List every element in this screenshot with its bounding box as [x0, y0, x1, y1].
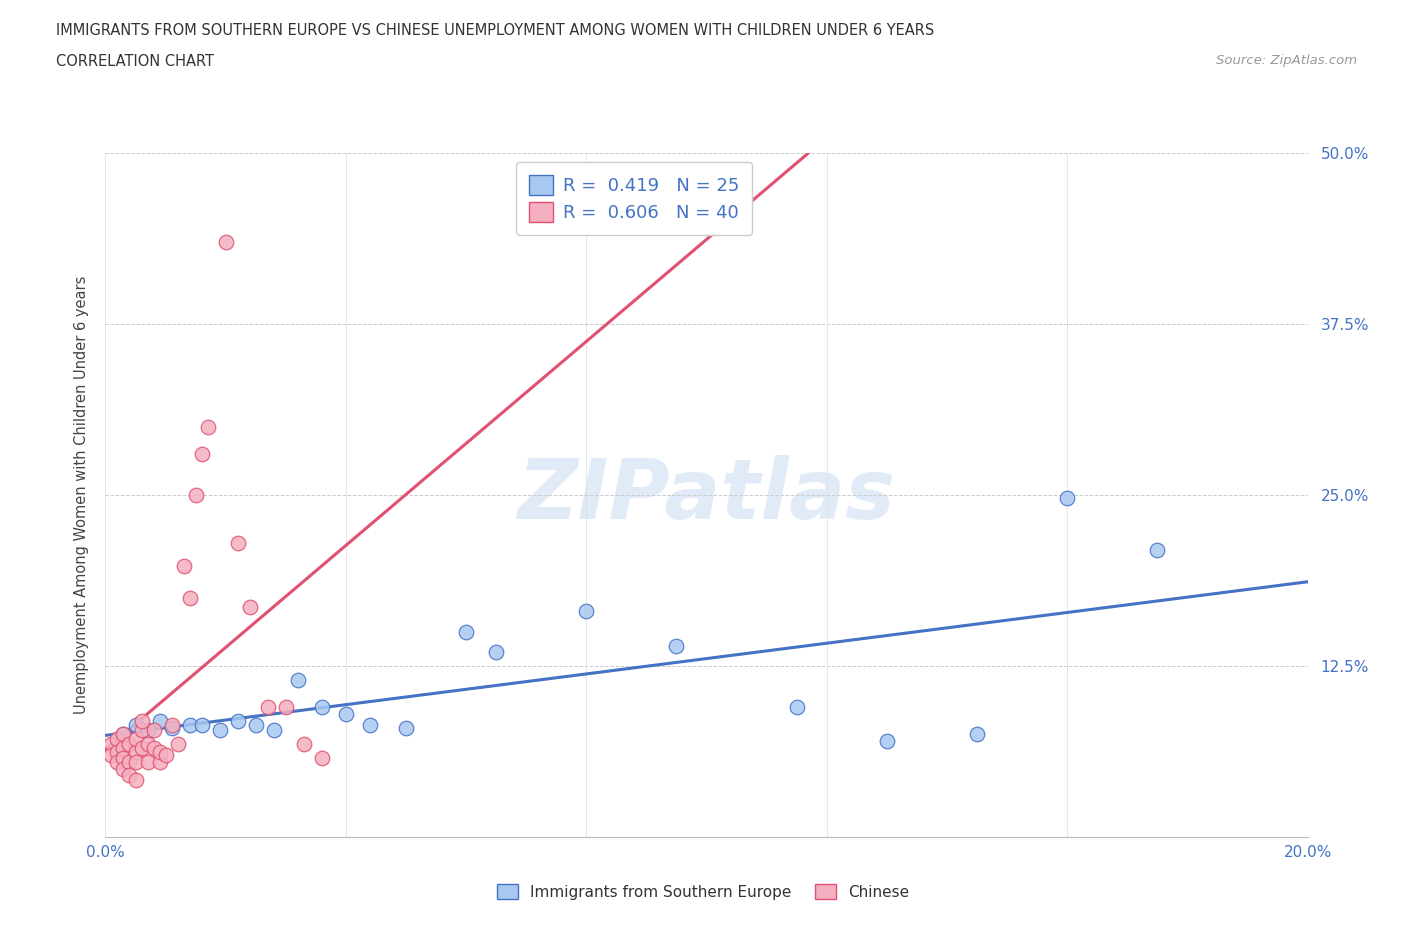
Point	[786, 699, 808, 714]
Point	[136, 737, 159, 751]
Point	[124, 745, 146, 760]
Point	[124, 772, 146, 787]
Point	[190, 717, 212, 732]
Point	[112, 727, 135, 742]
Point	[1056, 490, 1078, 505]
Point	[226, 713, 249, 728]
Point	[359, 717, 381, 732]
Point	[100, 737, 122, 751]
Text: CORRELATION CHART: CORRELATION CHART	[56, 54, 214, 69]
Point	[124, 731, 146, 746]
Point	[184, 488, 207, 503]
Point	[263, 723, 285, 737]
Point	[124, 754, 146, 769]
Point	[311, 751, 333, 765]
Point	[274, 699, 297, 714]
Point	[239, 600, 262, 615]
Point	[179, 591, 201, 605]
Point	[107, 754, 129, 769]
Text: IMMIGRANTS FROM SOUTHERN EUROPE VS CHINESE UNEMPLOYMENT AMONG WOMEN WITH CHILDRE: IMMIGRANTS FROM SOUTHERN EUROPE VS CHINE…	[56, 23, 935, 38]
Point	[112, 751, 135, 765]
Point	[142, 740, 165, 755]
Point	[148, 754, 170, 769]
Point	[131, 740, 153, 755]
Point	[485, 645, 508, 660]
Point	[208, 723, 231, 737]
Point	[256, 699, 278, 714]
Point	[173, 559, 195, 574]
Point	[124, 717, 146, 732]
Point	[876, 734, 898, 749]
Point	[190, 446, 212, 461]
Point	[107, 745, 129, 760]
Text: ZIPatlas: ZIPatlas	[517, 455, 896, 536]
Point	[112, 761, 135, 776]
Point	[245, 717, 267, 732]
Point	[100, 748, 122, 763]
Point	[118, 737, 141, 751]
Point	[118, 754, 141, 769]
Point	[665, 638, 688, 653]
Point	[136, 754, 159, 769]
Point	[292, 737, 315, 751]
Point	[335, 707, 357, 722]
Point	[136, 723, 159, 737]
Point	[148, 713, 170, 728]
Point	[131, 713, 153, 728]
Point	[107, 731, 129, 746]
Point	[112, 727, 135, 742]
Legend: Immigrants from Southern Europe, Chinese: Immigrants from Southern Europe, Chinese	[491, 877, 915, 906]
Legend: R =  0.419   N = 25, R =  0.606   N = 40: R = 0.419 N = 25, R = 0.606 N = 40	[516, 163, 752, 234]
Point	[214, 235, 236, 250]
Point	[454, 625, 477, 640]
Point	[160, 717, 183, 732]
Point	[179, 717, 201, 732]
Point	[966, 727, 988, 742]
Point	[311, 699, 333, 714]
Point	[197, 419, 219, 434]
Point	[1146, 542, 1168, 557]
Point	[160, 720, 183, 735]
Point	[395, 720, 418, 735]
Point	[142, 723, 165, 737]
Point	[575, 604, 598, 618]
Text: Source: ZipAtlas.com: Source: ZipAtlas.com	[1216, 54, 1357, 67]
Point	[287, 672, 309, 687]
Point	[131, 723, 153, 737]
Point	[148, 745, 170, 760]
Point	[112, 740, 135, 755]
Point	[155, 748, 177, 763]
Point	[118, 768, 141, 783]
Point	[226, 536, 249, 551]
Y-axis label: Unemployment Among Women with Children Under 6 years: Unemployment Among Women with Children U…	[75, 276, 90, 714]
Point	[166, 737, 188, 751]
